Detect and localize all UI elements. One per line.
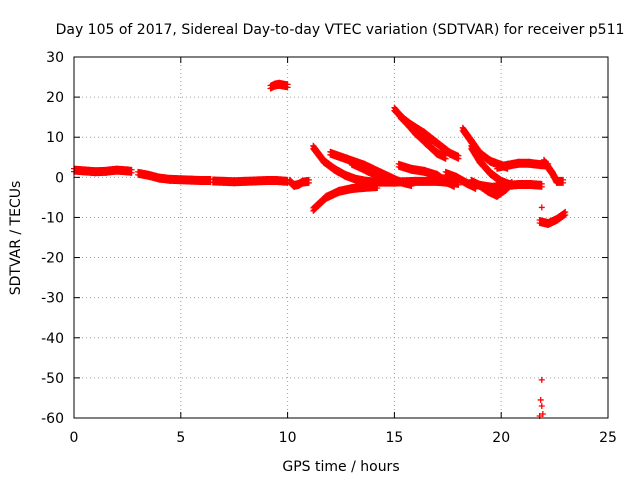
data-point xyxy=(538,204,545,211)
data-point-run xyxy=(299,176,312,187)
data-point-run xyxy=(553,176,567,186)
x-tick-label: 20 xyxy=(492,430,510,446)
data-point-run xyxy=(408,120,428,138)
data-point xyxy=(538,402,545,409)
series-arc-7 xyxy=(310,182,381,214)
series-arc-3 xyxy=(209,176,291,187)
y-tick-label: -20 xyxy=(41,251,64,267)
data-point-run xyxy=(397,112,415,130)
data-point-run xyxy=(553,208,569,224)
y-tick-label: -50 xyxy=(41,371,64,387)
data-point-run xyxy=(361,182,381,192)
series-arc-11 xyxy=(395,160,458,190)
series-arc-4 xyxy=(267,79,291,92)
data-point-run xyxy=(446,148,462,162)
series-arc-5 xyxy=(286,176,312,190)
x-tick-label: 5 xyxy=(176,430,185,446)
y-tick-label: 20 xyxy=(46,90,64,106)
plot-frame xyxy=(73,56,609,419)
data-point-run xyxy=(320,156,338,174)
data-point-run xyxy=(528,180,545,190)
y-tick-label: -10 xyxy=(41,210,64,226)
data-point-run xyxy=(434,170,449,186)
series-arc-21 xyxy=(536,208,569,228)
x-tick-label: 15 xyxy=(385,430,403,446)
data-point-run xyxy=(124,166,135,176)
data-point-run xyxy=(434,148,449,162)
y-tick-label: 30 xyxy=(46,50,64,66)
tick-layer: 0 5 10 15 20 25 -60 -50 -40 -30 -20 -10 0 10 20 30 xyxy=(41,50,617,446)
data-point-run xyxy=(273,176,291,186)
data-point-run xyxy=(391,176,419,187)
y-tick-label: 10 xyxy=(46,130,64,146)
data-layer xyxy=(71,79,569,419)
y-axis-label: SDTVAR / TECUs xyxy=(8,181,24,296)
series-arc-13 xyxy=(397,112,462,162)
series-outliers xyxy=(536,204,546,419)
series-arc-1 xyxy=(71,165,135,177)
y-tick-label: -30 xyxy=(41,291,64,307)
x-axis-label: GPS time / hours xyxy=(282,459,399,475)
grid-layer xyxy=(74,57,608,418)
x-tick-label: 25 xyxy=(599,430,617,446)
data-point-run xyxy=(280,80,291,91)
data-point-run xyxy=(310,142,327,166)
y-tick-label: -60 xyxy=(41,411,64,427)
series-arc-20 xyxy=(540,156,567,186)
data-point-run xyxy=(493,184,509,200)
series-arc-18 xyxy=(476,180,545,192)
data-point-run xyxy=(442,176,458,190)
data-point-run xyxy=(421,128,441,148)
x-tick-label: 10 xyxy=(279,430,297,446)
data-point xyxy=(537,396,544,403)
data-point-run xyxy=(423,138,441,158)
x-tick-label: 0 xyxy=(70,430,79,446)
data-point-run xyxy=(434,138,453,158)
y-tick-label: 0 xyxy=(55,170,64,186)
chart-title: Day 105 of 2017, Sidereal Day-to-day VTE… xyxy=(56,22,625,38)
series-arc-6 xyxy=(310,142,381,187)
data-point-run xyxy=(476,148,494,166)
data-point xyxy=(539,410,546,417)
y-tick-label: -40 xyxy=(41,331,64,347)
series-arc-2 xyxy=(135,168,214,186)
data-point xyxy=(538,376,545,383)
